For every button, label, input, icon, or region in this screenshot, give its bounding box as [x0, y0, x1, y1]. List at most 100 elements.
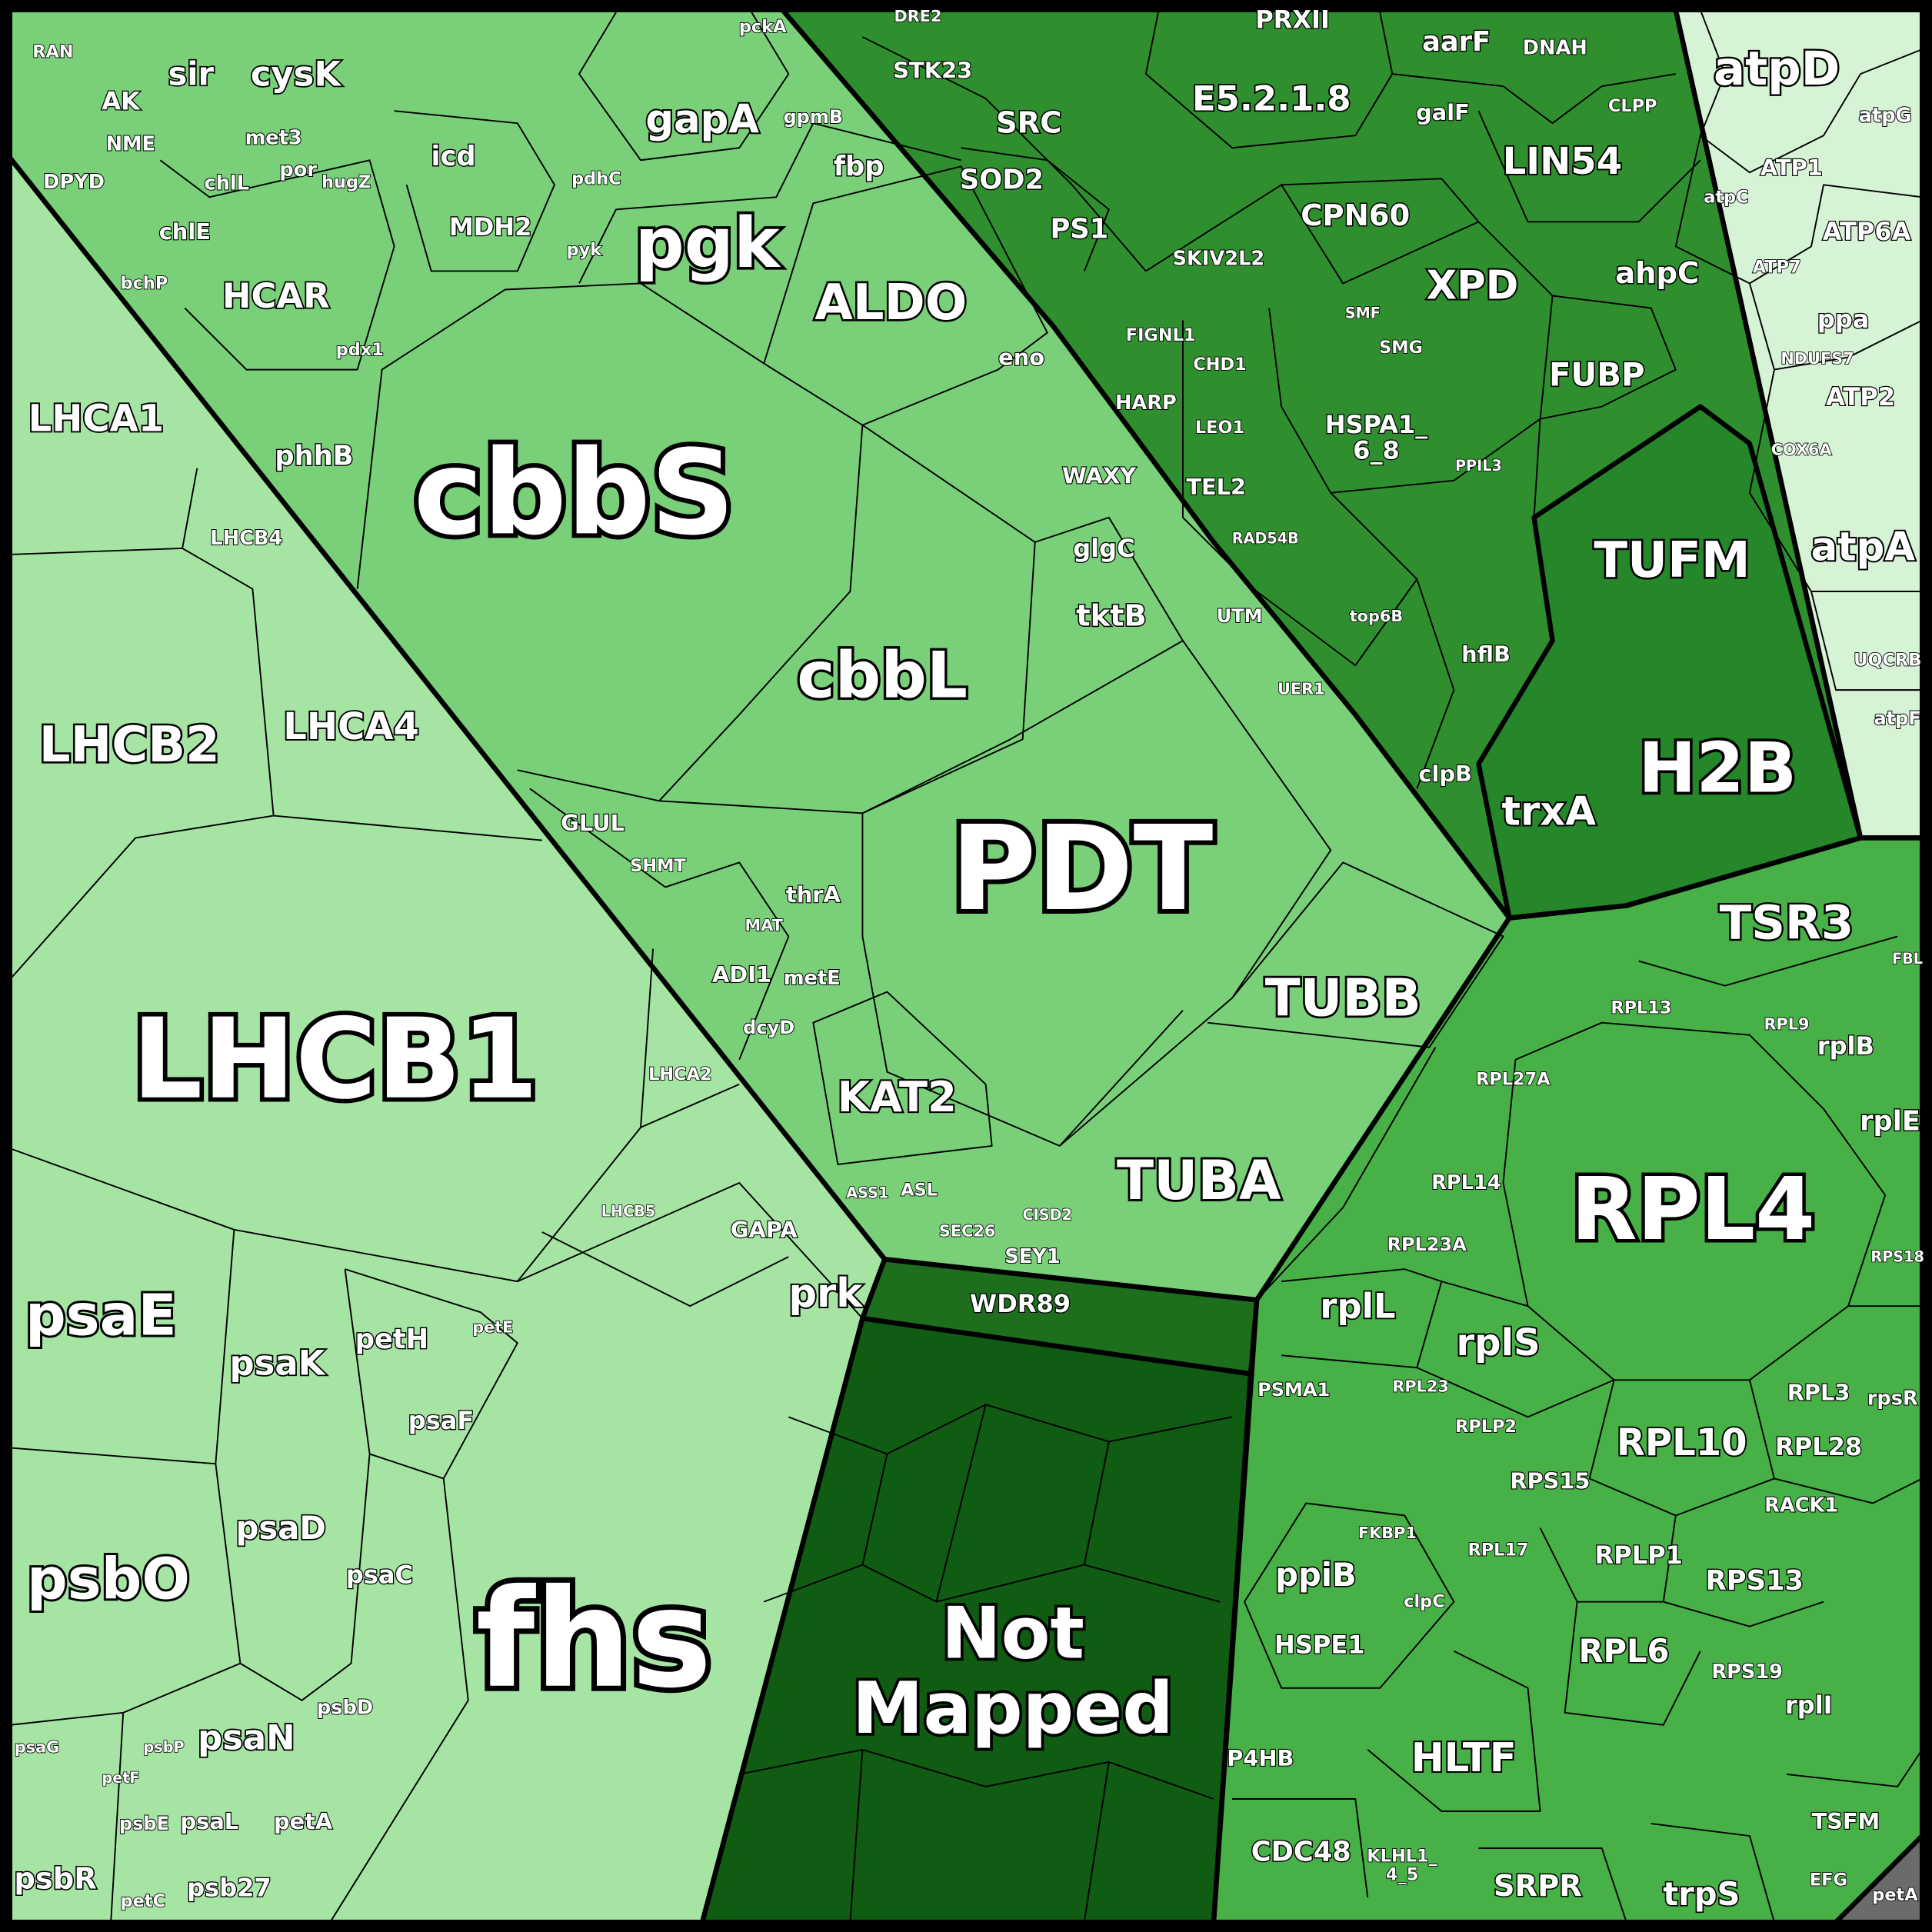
cell-label: MAT — [745, 916, 784, 934]
cell-label: STK23 — [893, 57, 972, 83]
cell-label: prk — [788, 1271, 864, 1317]
cell-label: HSPA1_ — [1325, 410, 1428, 439]
cell-label: ahpC — [1615, 256, 1699, 291]
cell-label: PSMA1 — [1257, 1379, 1330, 1401]
cell-label: SRC — [996, 106, 1062, 141]
cell-label: petE — [472, 1317, 513, 1336]
cell-label: DPYD — [43, 171, 105, 194]
cell-label: pyk — [567, 240, 603, 260]
cell-border — [1674, 9, 1923, 691]
cell-label: rplI — [1785, 1690, 1833, 1720]
cell-label: EFG — [1810, 1870, 1847, 1890]
cell-border — [9, 468, 864, 1923]
cell-label: ADI1 — [712, 961, 771, 988]
cell-label: Mapped — [852, 1667, 1174, 1750]
cell-label: galF — [1416, 99, 1470, 125]
cell-label: FBL — [1892, 950, 1923, 968]
cell-label: ppa — [1817, 305, 1869, 334]
cell-label: Not — [941, 1592, 1084, 1675]
labels: LHCA1 LHCB4 LHCB2 LHCA4 LHCB1 LHCA2 LHCB5 GAPA p… — [13, 4, 1925, 1914]
cell-label: RACK1 — [1764, 1494, 1838, 1517]
cell-label: fhs — [476, 1560, 712, 1718]
cell-label: RPL27A — [1476, 1069, 1551, 1089]
cell-label: UQCRB — [1854, 651, 1921, 671]
cell-label: petC — [121, 1891, 165, 1911]
group-outlines — [7, 7, 1925, 1925]
cell-label: HSPE1 — [1274, 1631, 1365, 1660]
cell-label: SHMT — [630, 856, 686, 876]
cell-label: RPL10 — [1617, 1421, 1747, 1464]
cell-label: CISD2 — [1023, 1206, 1072, 1224]
cell-label: metE — [784, 967, 841, 990]
cell-label: CHD1 — [1193, 355, 1246, 375]
cell-label: atpG — [1859, 105, 1912, 128]
cell-label: LHCB1 — [132, 995, 538, 1124]
cell-label: HCAR — [222, 275, 330, 316]
cell-label: rplS — [1456, 1321, 1540, 1364]
cell-label: PS1 — [1051, 213, 1109, 245]
cell-label: petH — [355, 1324, 428, 1355]
cell-label: psaN — [198, 1717, 295, 1757]
cell-label: psb27 — [187, 1873, 271, 1902]
cell-label: TUFM — [1594, 532, 1750, 589]
group-region — [1478, 406, 1861, 918]
cell-label: psaC — [346, 1560, 413, 1589]
group-region — [1675, 9, 1923, 838]
cell-label: PPIL3 — [1455, 457, 1502, 475]
cell-label: GAPA — [731, 1217, 798, 1243]
cell-label: hugZ — [321, 172, 371, 192]
cell-label: COX6A — [1771, 441, 1832, 459]
cell-label: rplB — [1817, 1031, 1874, 1061]
cell-label: PDT — [951, 801, 1214, 937]
cell-label: RPL14 — [1431, 1171, 1501, 1194]
cell-label: RAN — [32, 42, 73, 62]
cell-label: pdhC — [571, 168, 621, 188]
cell-label: SKIV2L2 — [1173, 247, 1265, 270]
cell-label: DNAH — [1523, 36, 1587, 59]
cell-label: FIGNL1 — [1126, 325, 1196, 345]
cell-label: RPL3 — [1787, 1379, 1850, 1405]
cell-label: psbP — [144, 1738, 185, 1756]
cell-label: TEL2 — [1186, 474, 1246, 500]
cell-label: phhB — [275, 440, 353, 471]
cell-label: LHCA1 — [28, 398, 165, 441]
cell-label: ALDO — [814, 275, 967, 331]
cell-label: atpC — [1704, 187, 1748, 207]
cell-label: met3 — [245, 126, 302, 149]
cell-label: clpB — [1418, 761, 1472, 787]
cell-label: FUBP — [1549, 356, 1645, 394]
cell-label: AK — [102, 86, 141, 115]
cell-label: CPN60 — [1301, 198, 1410, 233]
cell-label: SMF — [1345, 304, 1381, 321]
cell-label: RPLP2 — [1455, 1417, 1517, 1437]
cell-label: tktB — [1076, 599, 1147, 634]
cell-label: SEY1 — [1004, 1245, 1060, 1268]
cell-label: HARP — [1115, 391, 1177, 415]
cell-label: petA — [274, 1808, 333, 1834]
cell-label: psbE — [119, 1813, 169, 1834]
cell-border — [1232, 935, 1923, 1923]
cell-label: ASS1 — [846, 1184, 888, 1201]
cell-label: glgC — [1073, 534, 1134, 563]
cell-label: ATP6A — [1823, 217, 1911, 246]
cell-label: UER1 — [1277, 680, 1325, 698]
cell-label: RPS15 — [1510, 1468, 1590, 1494]
cell-label: SMG — [1379, 338, 1423, 358]
cell-label: RPL23 — [1392, 1377, 1449, 1395]
cell-label: trpS — [1663, 1875, 1740, 1913]
cell-label: RPS13 — [1706, 1565, 1804, 1597]
cell-label: ASL — [901, 1181, 938, 1201]
cell-label: CLPP — [1608, 96, 1657, 116]
cell-label: 6_8 — [1353, 436, 1400, 465]
cell-border — [159, 12, 1504, 1301]
cell-label: psaE — [25, 1283, 177, 1348]
cell-label: RPL6 — [1578, 1632, 1669, 1670]
cell-label: rplE — [1860, 1105, 1920, 1137]
cell-label: cbbS — [414, 425, 735, 561]
group-region — [9, 158, 885, 1923]
cell-label: RPLP1 — [1595, 1541, 1683, 1570]
cell-label: WDR89 — [970, 1289, 1071, 1318]
cell-label: NDUFS7 — [1780, 349, 1854, 368]
cell-borders — [9, 9, 1923, 1923]
